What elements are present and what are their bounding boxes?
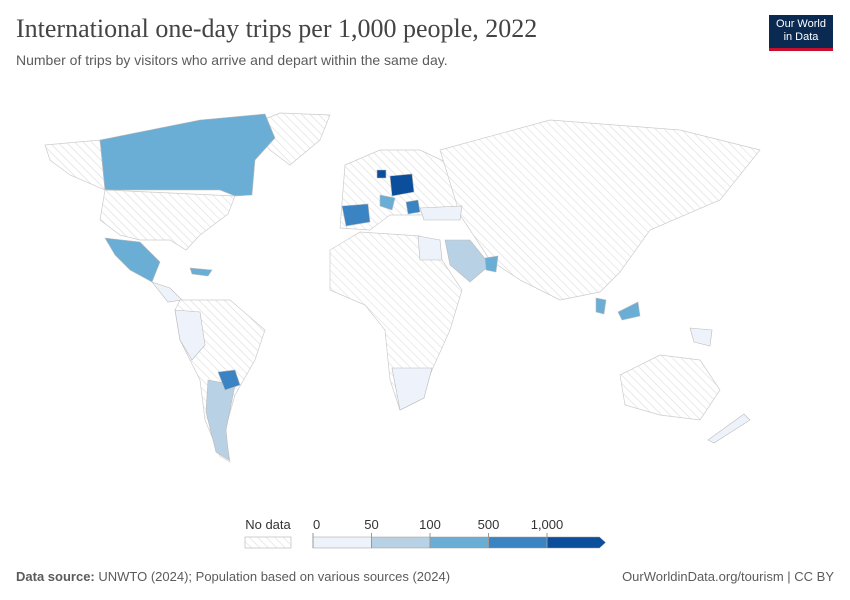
country — [174, 309, 206, 361]
country — [595, 297, 607, 315]
source: UNWTO (2024); Population based on variou… — [98, 569, 451, 584]
country — [104, 237, 161, 283]
country — [617, 301, 641, 321]
country — [391, 367, 433, 411]
country — [217, 369, 241, 391]
no-data-label: No data — [245, 517, 291, 532]
legend-tick-label: 500 — [478, 517, 500, 532]
no-data-swatch — [244, 536, 292, 549]
legend-bin — [312, 536, 372, 549]
country — [99, 189, 236, 251]
country — [419, 205, 463, 221]
legend-bin — [429, 536, 489, 549]
legend: No data 0 50 100 500 1,000 — [244, 517, 606, 549]
country — [444, 239, 491, 283]
logo-line: Our World — [776, 18, 826, 30]
footer-source: Data source: UNWTO (2024); Population ba… — [16, 569, 450, 584]
legend-tick-label: 1,000 — [531, 517, 564, 532]
logo[interactable]: Our World in Data — [769, 15, 833, 51]
legend-tick-label: 100 — [419, 517, 441, 532]
country — [484, 255, 499, 273]
title: International one-day trips per 1,000 pe… — [16, 14, 538, 43]
country — [389, 173, 415, 197]
country — [619, 354, 721, 421]
country — [689, 327, 713, 347]
country — [205, 379, 236, 461]
logo-line: in Data — [783, 31, 819, 43]
legend-bin — [371, 536, 431, 549]
legend-bin — [488, 536, 548, 549]
country — [417, 235, 443, 261]
legend-bin — [546, 536, 606, 549]
country — [376, 169, 387, 179]
country — [439, 119, 761, 301]
subtitle: Number of trips by visitors who arrive a… — [16, 52, 448, 68]
country — [405, 199, 421, 215]
country — [379, 194, 396, 211]
country — [189, 267, 213, 277]
country — [707, 413, 751, 444]
countries — [44, 112, 761, 463]
country — [44, 139, 106, 191]
legend-tick-label: 50 — [364, 517, 378, 532]
legend-tick-label: 0 — [313, 517, 320, 532]
country — [99, 113, 276, 197]
country — [151, 281, 183, 303]
country — [341, 203, 371, 227]
footer-url[interactable]: OurWorldinData.org/tourism | CC BY — [622, 569, 834, 584]
source-label: Data source: — [16, 569, 95, 584]
